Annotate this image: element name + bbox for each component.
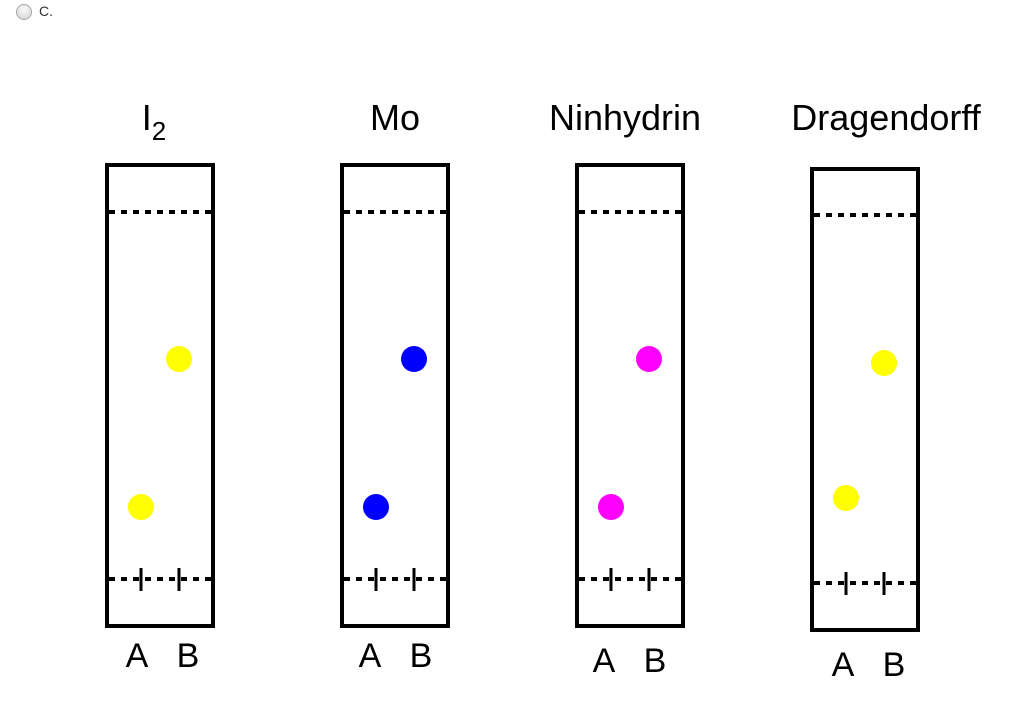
spot-a xyxy=(128,494,154,520)
plate-title-dragendorff: Dragendorff xyxy=(791,97,981,138)
tlc-plate-dragendorff: Dragendorff A B xyxy=(791,97,981,684)
spot-a xyxy=(363,494,389,520)
plate-title-i2: I2 xyxy=(142,97,166,146)
lane-label-b: B xyxy=(410,637,433,675)
lane-label-a: A xyxy=(359,637,382,675)
spot-b xyxy=(401,346,427,372)
answer-option-c[interactable]: C. xyxy=(16,2,53,20)
plate-outline xyxy=(105,163,215,628)
spot-a xyxy=(598,494,624,520)
lane-label-a: A xyxy=(593,642,616,680)
spot-a xyxy=(833,485,859,511)
lane-label-b: B xyxy=(644,642,667,680)
option-label: C. xyxy=(39,3,53,19)
spot-b xyxy=(166,346,192,372)
tlc-plate-ninhydrin: Ninhydrin A B xyxy=(549,97,701,680)
plate-outline xyxy=(340,163,450,628)
plate-outline xyxy=(575,163,685,628)
lane-label-b: B xyxy=(177,637,200,675)
lane-label-a: A xyxy=(126,637,149,675)
spot-b xyxy=(871,350,897,376)
radio-button[interactable] xyxy=(16,4,32,20)
lane-label-a: A xyxy=(832,646,855,684)
tlc-plate-i2: I2 A B xyxy=(105,97,215,675)
plate-title-mo: Mo xyxy=(370,97,420,138)
lane-label-b: B xyxy=(883,646,906,684)
spot-b xyxy=(636,346,662,372)
plate-outline xyxy=(810,167,920,632)
plate-title-ninhydrin: Ninhydrin xyxy=(549,97,701,138)
tlc-plate-mo: Mo A B xyxy=(340,97,450,675)
